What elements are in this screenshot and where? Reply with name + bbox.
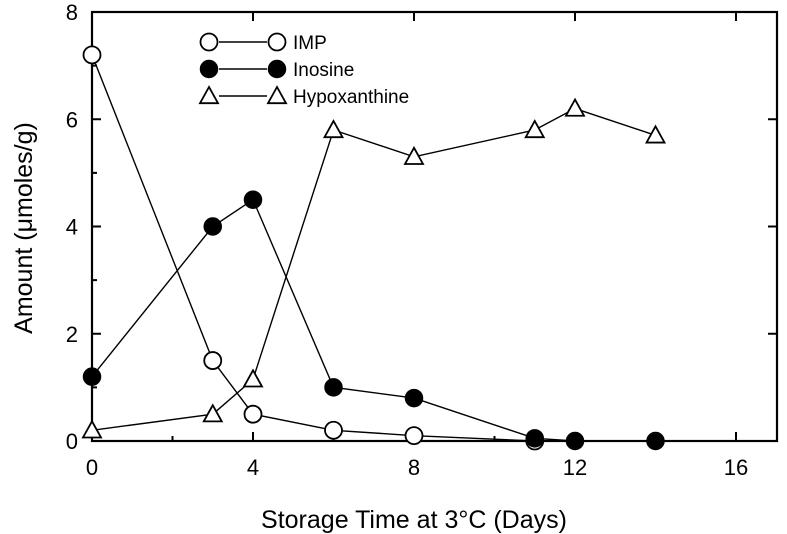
legend-label-inosine: Inosine xyxy=(293,60,354,81)
inosine-point xyxy=(82,367,102,386)
inosine-point xyxy=(243,190,263,209)
y-tick-label: 8 xyxy=(66,0,78,25)
series-markers xyxy=(81,45,667,451)
imp-point xyxy=(404,426,424,446)
hypoxanthine-point xyxy=(564,97,586,117)
imp-line xyxy=(91,54,535,442)
inosine-point xyxy=(565,431,585,451)
inosine-point xyxy=(646,431,665,451)
legend-marker-imp xyxy=(199,32,219,52)
imp-point xyxy=(243,404,263,424)
hypoxanthine-point xyxy=(644,124,667,144)
x-tick-label: 12 xyxy=(563,455,587,480)
hypoxanthine-point xyxy=(403,145,425,165)
x-axis-ticks: 0 4 8 12 16 xyxy=(86,12,748,480)
legend-marker-hypoxanthine xyxy=(266,85,288,105)
hypoxanthine-point xyxy=(242,368,264,388)
y-tick-label: 0 xyxy=(66,429,78,454)
legend: IMP Inosine Hypoxanthine xyxy=(198,32,409,108)
hypoxanthine-point xyxy=(81,419,103,439)
imp-point xyxy=(82,45,102,65)
hypoxanthine-point xyxy=(322,119,345,139)
hypoxanthine-point xyxy=(524,119,546,139)
x-axis-title: Storage Time at 3°C (Days) xyxy=(261,506,567,534)
hypoxanthine-point xyxy=(202,403,224,423)
y-tick-label: 4 xyxy=(66,215,78,240)
y-axis-title: Amount (μmoles/g) xyxy=(10,122,38,334)
legend-marker-inosine xyxy=(267,59,287,79)
inosine-point xyxy=(203,217,222,236)
imp-point xyxy=(324,420,343,440)
inosine-point xyxy=(525,429,544,448)
inosine-point xyxy=(404,388,424,408)
y-tick-label: 2 xyxy=(66,322,78,347)
legend-label-imp: IMP xyxy=(293,33,327,54)
x-tick-label: 8 xyxy=(408,455,420,480)
legend-marker-inosine xyxy=(199,59,219,79)
x-tick-label: 4 xyxy=(247,455,259,480)
y-tick-label: 6 xyxy=(66,107,78,132)
inosine-point xyxy=(324,378,343,397)
x-tick-label: 0 xyxy=(86,455,98,480)
legend-marker-hypoxanthine xyxy=(198,85,220,105)
legend-label-hypoxanthine: Hypoxanthine xyxy=(293,87,409,108)
plot-frame xyxy=(90,10,779,443)
legend-marker-imp xyxy=(267,32,287,52)
y-axis-ticks: 0 2 4 6 8 xyxy=(66,0,777,454)
imp-point xyxy=(203,351,223,370)
inosine-line xyxy=(91,198,656,442)
x-tick-label: 16 xyxy=(724,455,748,480)
plot-border xyxy=(90,10,779,443)
